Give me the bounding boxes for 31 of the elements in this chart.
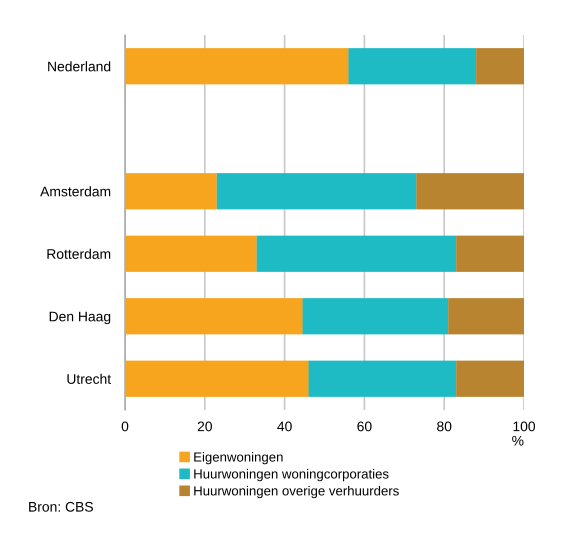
bar	[476, 48, 524, 84]
bar	[456, 360, 524, 397]
bar	[302, 298, 448, 334]
bar	[456, 236, 524, 272]
bar	[125, 48, 348, 84]
bar	[308, 360, 456, 397]
text: Bron: CBS	[29, 502, 93, 512]
bar	[125, 236, 257, 272]
bar	[256, 236, 456, 272]
legend-label: Eigenwoningen	[194, 452, 283, 464]
x-tick-label: 40	[277, 421, 292, 432]
bar	[125, 298, 303, 334]
y-tick-label: Utrecht	[67, 374, 112, 384]
x-tick-label: 0	[122, 421, 128, 432]
x-tick-label: 80	[437, 421, 452, 432]
x-tick-label: 60	[357, 421, 372, 432]
y-tick-label: Amsterdam	[40, 186, 110, 196]
bar	[448, 298, 524, 334]
bar	[216, 173, 416, 210]
y-tick-label: Rotterdam	[47, 248, 110, 259]
bar	[125, 173, 217, 210]
bar	[125, 360, 309, 397]
y-tick-label: Den Haag	[50, 312, 110, 324]
y-tick-label: Nederland	[48, 61, 110, 72]
bar	[416, 173, 524, 210]
x-tick-label: 100	[513, 421, 536, 432]
legend-label: Huurwoningen overige verhuurders	[194, 486, 399, 498]
legend-label: Huurwoningen woningcorporaties	[194, 468, 389, 482]
x-axis-title: %	[512, 436, 524, 446]
bar	[348, 48, 476, 84]
x-tick-label: 20	[198, 421, 212, 432]
